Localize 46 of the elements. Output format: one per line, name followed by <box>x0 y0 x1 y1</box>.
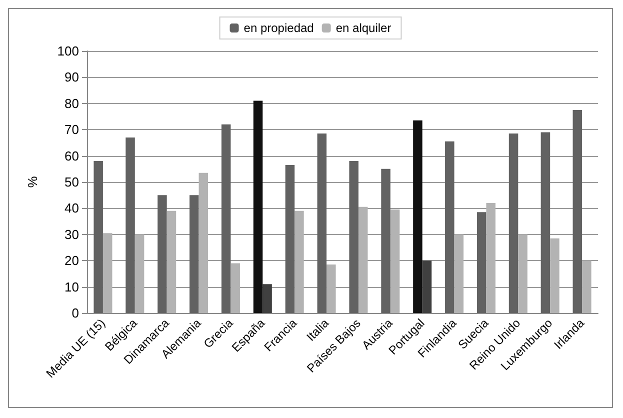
bar <box>126 137 135 313</box>
bar <box>230 263 240 313</box>
bar <box>486 202 496 313</box>
bar <box>326 264 336 313</box>
y-tick-label: 10 <box>64 279 79 294</box>
bar <box>390 210 400 313</box>
y-tick-label: 90 <box>64 70 79 85</box>
bar <box>349 161 358 313</box>
legend-label: en alquiler <box>336 21 392 35</box>
bar <box>518 234 528 313</box>
bar <box>582 260 592 313</box>
y-tick-label: 50 <box>64 174 79 190</box>
bar <box>422 260 432 313</box>
bar <box>413 120 422 313</box>
bar <box>508 134 518 313</box>
bar <box>190 195 199 313</box>
y-tick-label: 40 <box>64 200 79 216</box>
bar <box>317 134 327 313</box>
bar <box>294 210 304 313</box>
y-tick-label: 80 <box>64 96 79 111</box>
y-tick-label: 20 <box>64 253 79 268</box>
bar <box>381 168 390 313</box>
bar <box>158 195 167 313</box>
bar <box>166 210 176 313</box>
bar <box>572 110 582 313</box>
bar <box>262 284 272 313</box>
y-tick-label: 0 <box>72 306 79 320</box>
bar <box>253 100 263 313</box>
y-tick-label: 100 <box>57 44 79 58</box>
bar <box>221 124 231 313</box>
bar <box>358 206 368 313</box>
bar <box>134 234 144 313</box>
bar <box>540 132 550 313</box>
bar <box>550 238 560 313</box>
bar <box>102 233 112 313</box>
y-tick-label: 70 <box>64 122 79 138</box>
bar <box>454 234 464 313</box>
bar <box>94 161 103 313</box>
y-axis-title: % <box>25 176 40 188</box>
legend-label: en propiedad <box>244 21 314 35</box>
y-tick-label: 60 <box>64 148 79 164</box>
bar <box>285 164 295 313</box>
y-tick-label: 30 <box>64 226 79 242</box>
bar <box>198 172 208 313</box>
bar <box>445 141 454 313</box>
bar <box>476 212 486 313</box>
